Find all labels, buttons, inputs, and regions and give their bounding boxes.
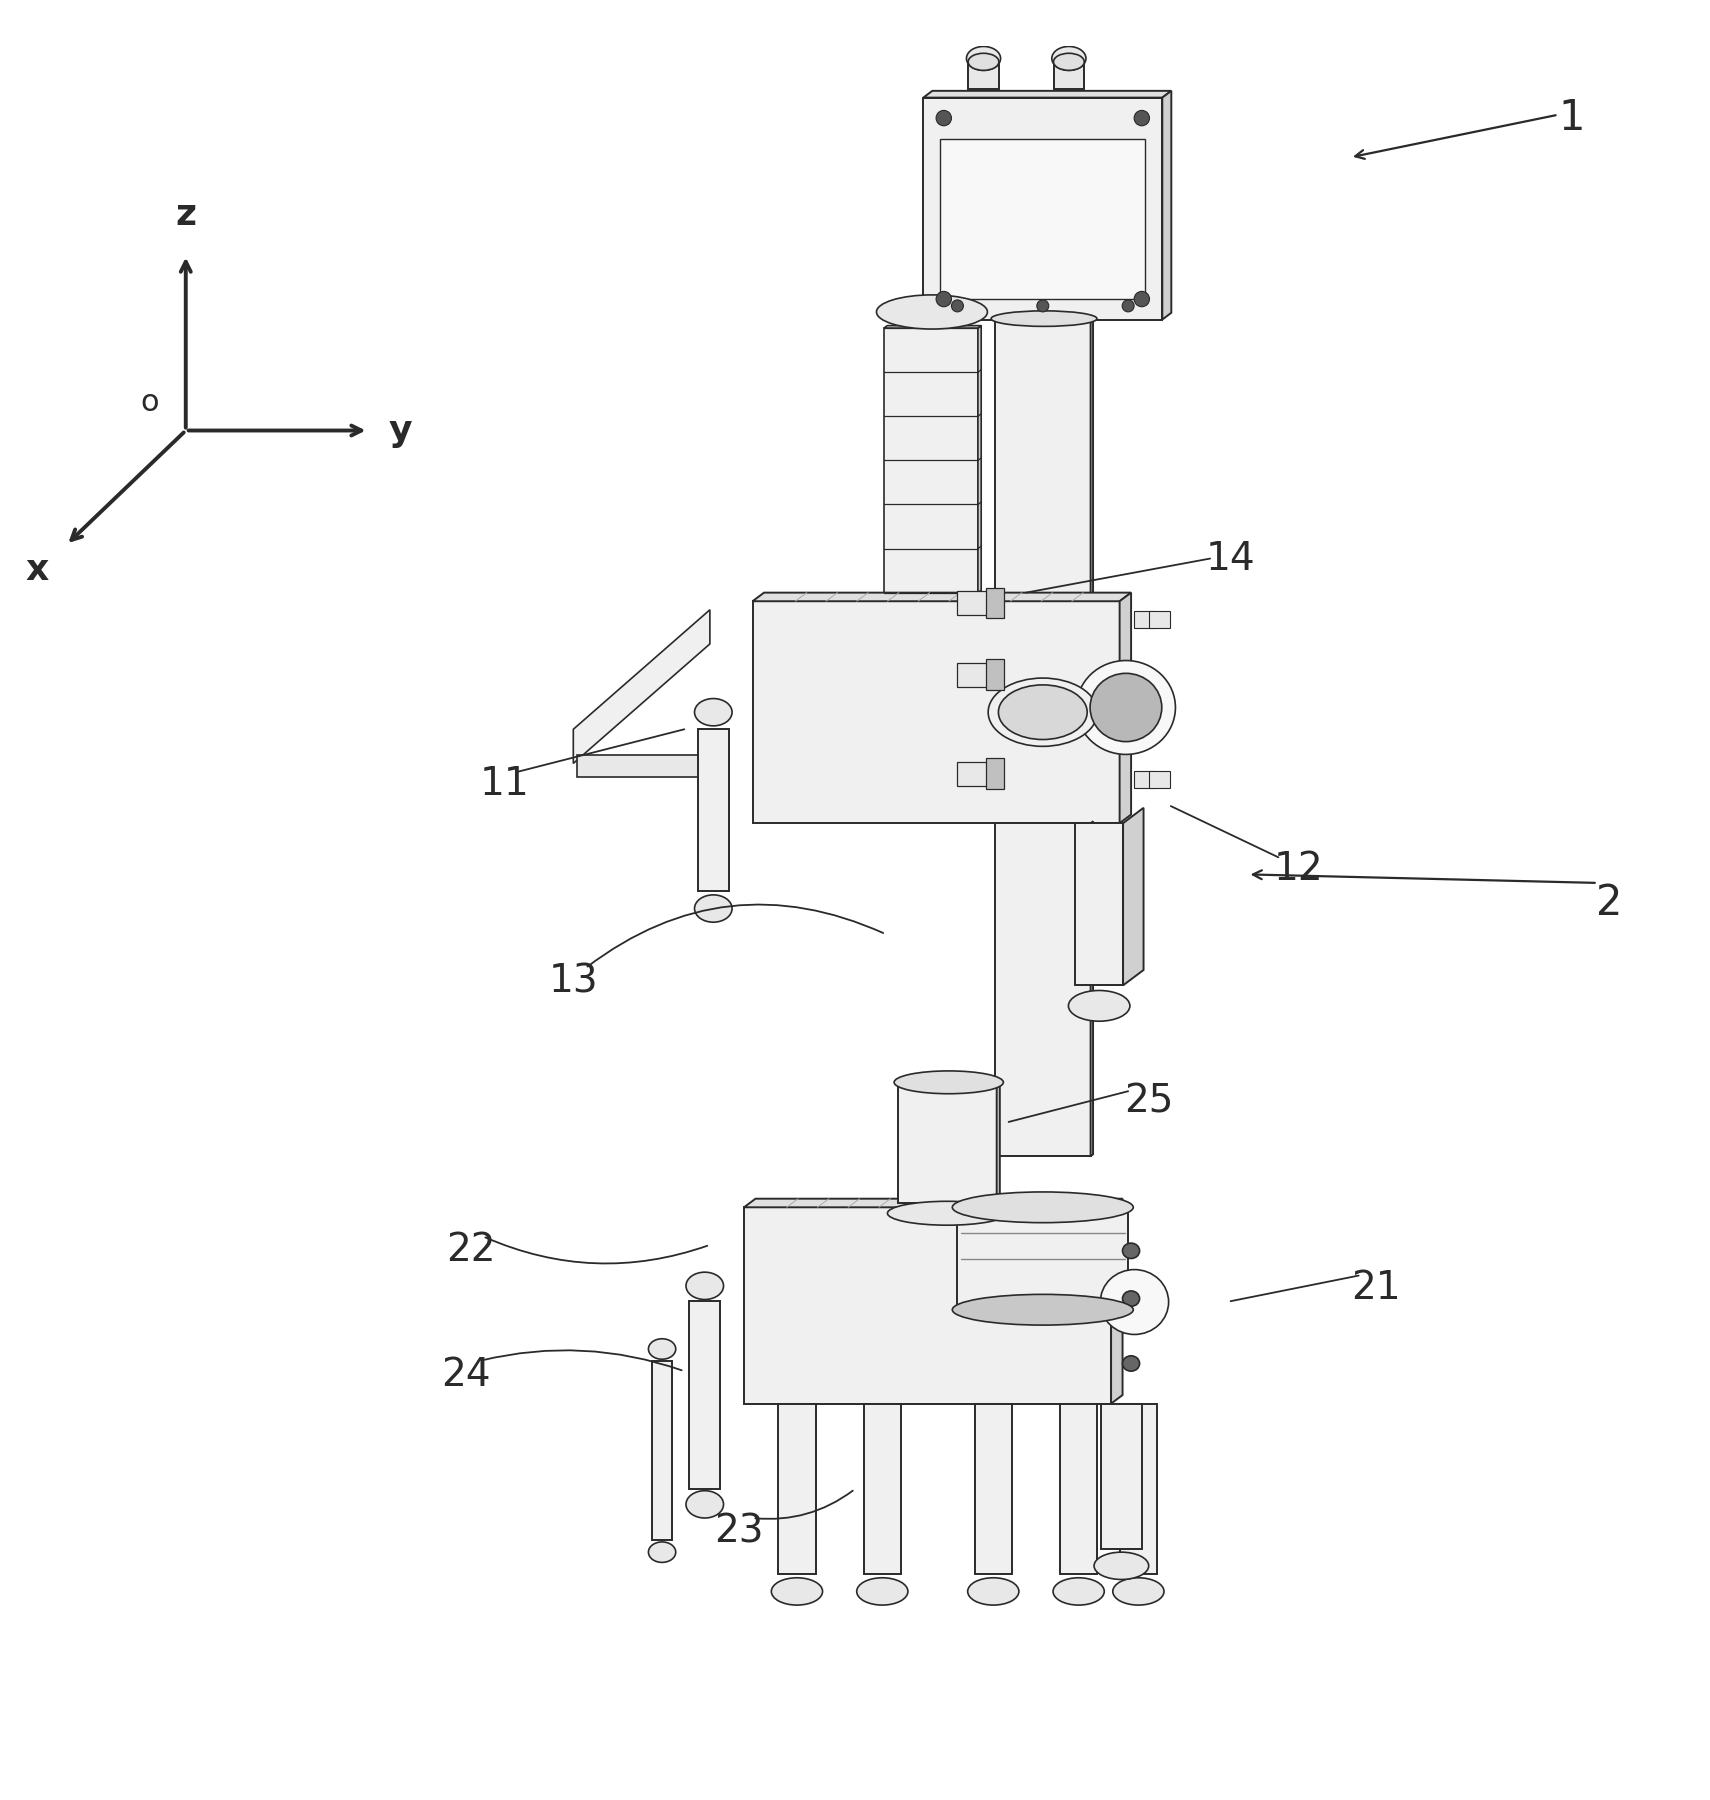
Text: 14: 14 — [1206, 540, 1255, 578]
Ellipse shape — [894, 1071, 1004, 1094]
Ellipse shape — [951, 301, 963, 311]
Ellipse shape — [1053, 1579, 1105, 1606]
Polygon shape — [1134, 770, 1154, 788]
Polygon shape — [1120, 592, 1130, 823]
Ellipse shape — [1113, 1579, 1165, 1606]
Ellipse shape — [1053, 54, 1084, 70]
Ellipse shape — [1134, 292, 1149, 306]
Ellipse shape — [686, 1490, 723, 1517]
Polygon shape — [698, 729, 728, 891]
Polygon shape — [975, 1404, 1012, 1575]
Polygon shape — [958, 761, 995, 785]
Polygon shape — [689, 1301, 720, 1489]
Ellipse shape — [694, 698, 732, 725]
Polygon shape — [923, 90, 1171, 97]
Ellipse shape — [1069, 990, 1130, 1021]
Polygon shape — [1123, 808, 1144, 985]
Text: 12: 12 — [1274, 850, 1324, 887]
Polygon shape — [1149, 770, 1170, 788]
Polygon shape — [1076, 823, 1123, 985]
Ellipse shape — [952, 1192, 1134, 1222]
Ellipse shape — [935, 292, 951, 306]
Polygon shape — [958, 662, 995, 686]
Ellipse shape — [1134, 110, 1149, 126]
Polygon shape — [995, 823, 1091, 1156]
Ellipse shape — [648, 1543, 675, 1562]
Polygon shape — [576, 754, 718, 778]
Text: 11: 11 — [481, 765, 530, 803]
Ellipse shape — [877, 295, 987, 329]
Polygon shape — [744, 1208, 1112, 1404]
Ellipse shape — [992, 311, 1096, 326]
Polygon shape — [884, 328, 978, 592]
Polygon shape — [898, 1082, 1000, 1084]
Polygon shape — [987, 659, 1004, 689]
Polygon shape — [1091, 319, 1093, 772]
Ellipse shape — [968, 54, 999, 70]
Polygon shape — [884, 326, 982, 328]
Ellipse shape — [887, 1201, 1007, 1226]
Ellipse shape — [1094, 1552, 1149, 1579]
Polygon shape — [1053, 61, 1084, 90]
Polygon shape — [752, 592, 1130, 601]
Ellipse shape — [857, 1579, 908, 1606]
Polygon shape — [987, 587, 1004, 619]
Polygon shape — [995, 320, 1091, 772]
Text: 1: 1 — [1560, 97, 1585, 139]
Ellipse shape — [686, 1273, 723, 1300]
Text: 25: 25 — [1123, 1082, 1173, 1120]
Ellipse shape — [952, 1294, 1134, 1325]
Text: 24: 24 — [441, 1355, 491, 1393]
Polygon shape — [1060, 1404, 1098, 1575]
Polygon shape — [744, 1199, 1122, 1208]
Polygon shape — [864, 1404, 901, 1575]
Polygon shape — [1163, 90, 1171, 320]
Text: 21: 21 — [1351, 1269, 1400, 1307]
Text: 2: 2 — [1597, 882, 1623, 925]
Ellipse shape — [968, 1579, 1019, 1606]
Polygon shape — [958, 1208, 1129, 1310]
Ellipse shape — [1122, 301, 1134, 311]
Ellipse shape — [1122, 1355, 1139, 1372]
Ellipse shape — [771, 1579, 823, 1606]
Ellipse shape — [999, 684, 1088, 740]
Polygon shape — [1134, 610, 1154, 628]
Text: 13: 13 — [549, 963, 598, 1001]
Ellipse shape — [1122, 1244, 1139, 1258]
Ellipse shape — [1036, 301, 1048, 311]
Text: x: x — [26, 553, 50, 587]
Text: 22: 22 — [446, 1231, 496, 1269]
Polygon shape — [752, 601, 1120, 823]
Ellipse shape — [988, 679, 1098, 747]
Polygon shape — [997, 1082, 1000, 1202]
Ellipse shape — [648, 1339, 675, 1359]
Polygon shape — [1091, 821, 1093, 1156]
Polygon shape — [652, 1361, 672, 1541]
Text: o: o — [140, 387, 159, 418]
Polygon shape — [923, 97, 1163, 320]
Polygon shape — [1101, 1404, 1142, 1548]
Ellipse shape — [1089, 673, 1161, 742]
Polygon shape — [778, 1404, 816, 1575]
Ellipse shape — [1122, 1291, 1139, 1307]
Polygon shape — [958, 590, 995, 616]
Polygon shape — [968, 61, 999, 90]
Polygon shape — [1149, 610, 1170, 628]
Text: 23: 23 — [715, 1512, 764, 1550]
Text: z: z — [174, 198, 197, 232]
Polygon shape — [987, 758, 1004, 788]
Polygon shape — [941, 139, 1146, 299]
Ellipse shape — [1076, 661, 1175, 754]
Ellipse shape — [694, 895, 732, 922]
Text: y: y — [388, 414, 412, 448]
Polygon shape — [1112, 1199, 1122, 1404]
Ellipse shape — [966, 47, 1000, 70]
Polygon shape — [573, 610, 710, 763]
Polygon shape — [978, 326, 982, 592]
Polygon shape — [1120, 1404, 1158, 1575]
Ellipse shape — [1100, 1269, 1168, 1334]
Ellipse shape — [935, 110, 951, 126]
Ellipse shape — [1052, 47, 1086, 70]
Polygon shape — [898, 1084, 997, 1202]
